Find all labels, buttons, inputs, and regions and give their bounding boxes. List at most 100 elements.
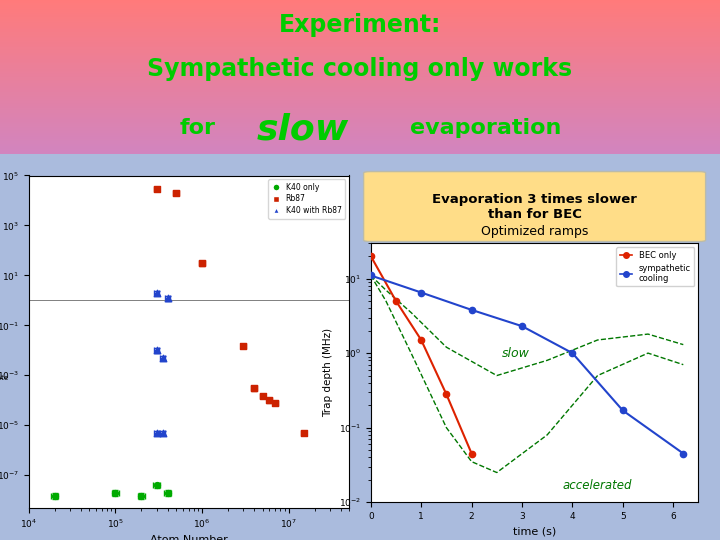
X-axis label: time (s): time (s) xyxy=(513,526,557,536)
Bar xyxy=(0,131,720,132)
Bar xyxy=(0,99,720,100)
X-axis label: Atom Number: Atom Number xyxy=(150,535,228,540)
Point xyxy=(264,396,275,404)
Text: Evaporation 3 times slower
than for BEC: Evaporation 3 times slower than for BEC xyxy=(432,193,637,220)
Bar xyxy=(0,106,720,107)
Bar xyxy=(0,75,720,76)
Text: slow: slow xyxy=(502,347,530,360)
Point xyxy=(151,288,163,297)
Bar xyxy=(0,48,720,49)
Bar xyxy=(0,6,720,8)
Text: slow: slow xyxy=(256,112,348,146)
Bar xyxy=(0,96,720,97)
Bar xyxy=(0,25,720,27)
Bar xyxy=(0,72,720,73)
Bar xyxy=(0,110,720,112)
Bar xyxy=(0,11,720,13)
Bar xyxy=(0,150,720,151)
Bar xyxy=(0,27,720,28)
Bar xyxy=(0,109,720,110)
Bar xyxy=(0,119,720,120)
Bar xyxy=(0,50,720,51)
Text: accelerated: accelerated xyxy=(562,479,632,492)
Bar xyxy=(0,145,720,146)
Bar xyxy=(0,112,720,113)
Text: evaporation: evaporation xyxy=(410,118,562,138)
Point xyxy=(151,428,163,437)
Bar xyxy=(0,28,720,30)
Bar xyxy=(0,127,720,128)
Bar xyxy=(0,3,720,4)
Text: for: for xyxy=(180,118,216,138)
Bar xyxy=(0,77,720,78)
Point xyxy=(151,346,163,355)
Bar xyxy=(0,49,720,50)
Bar xyxy=(0,41,720,42)
Bar xyxy=(0,52,720,54)
Bar xyxy=(0,141,720,143)
Bar xyxy=(0,5,720,6)
Point xyxy=(269,399,281,407)
Bar xyxy=(0,65,720,66)
Bar xyxy=(0,144,720,145)
Point xyxy=(257,392,269,400)
Bar xyxy=(0,46,720,48)
Bar xyxy=(0,31,720,32)
Bar xyxy=(0,78,720,79)
Bar xyxy=(0,14,720,15)
Bar xyxy=(0,21,720,22)
Text: T₂/condensate
T₂/onset: T₂/condensate T₂/onset xyxy=(0,375,9,388)
Point xyxy=(157,428,168,437)
sympathetic
cooling xyxy=(366,272,375,279)
Point xyxy=(49,491,60,500)
Bar xyxy=(0,15,720,17)
Bar xyxy=(0,147,720,149)
Bar xyxy=(0,63,720,64)
Title: Optimized ramps: Optimized ramps xyxy=(481,225,588,238)
Bar xyxy=(0,62,720,63)
Bar xyxy=(0,44,720,45)
sympathetic
cooling xyxy=(417,289,426,296)
Point xyxy=(238,342,249,350)
Bar xyxy=(0,33,720,35)
Bar xyxy=(0,90,720,91)
Legend: K40 only, Rb87, K40 with Rb87: K40 only, Rb87, K40 with Rb87 xyxy=(268,179,346,219)
BEC only xyxy=(442,391,451,397)
Bar xyxy=(0,86,720,87)
Bar xyxy=(0,18,720,19)
Bar xyxy=(0,17,720,18)
BEC only xyxy=(467,450,476,457)
Bar xyxy=(0,143,720,144)
Bar xyxy=(0,69,720,71)
Bar xyxy=(0,100,720,102)
Bar xyxy=(0,51,720,52)
Bar xyxy=(0,71,720,72)
Bar xyxy=(0,104,720,105)
Bar xyxy=(0,103,720,104)
Bar xyxy=(0,4,720,5)
Bar xyxy=(0,117,720,118)
Bar xyxy=(0,105,720,106)
Bar xyxy=(0,76,720,77)
Point xyxy=(298,428,310,437)
Bar xyxy=(0,54,720,55)
Bar xyxy=(0,140,720,141)
Legend: BEC only, sympathetic
cooling: BEC only, sympathetic cooling xyxy=(616,247,694,286)
Text: Sympathetic cooling only works: Sympathetic cooling only works xyxy=(148,57,572,81)
Bar xyxy=(0,91,720,92)
Bar xyxy=(0,107,720,109)
Bar xyxy=(0,137,720,138)
Bar xyxy=(0,60,720,62)
Bar xyxy=(0,64,720,65)
Bar xyxy=(0,83,720,85)
FancyBboxPatch shape xyxy=(364,172,706,241)
sympathetic
cooling xyxy=(467,307,476,313)
Bar xyxy=(0,30,720,31)
Bar xyxy=(0,118,720,119)
Line: sympathetic
cooling: sympathetic cooling xyxy=(368,272,686,457)
Bar xyxy=(0,132,720,133)
Point xyxy=(162,294,174,303)
Bar xyxy=(0,38,720,40)
Bar xyxy=(0,93,720,95)
Bar xyxy=(0,113,720,114)
